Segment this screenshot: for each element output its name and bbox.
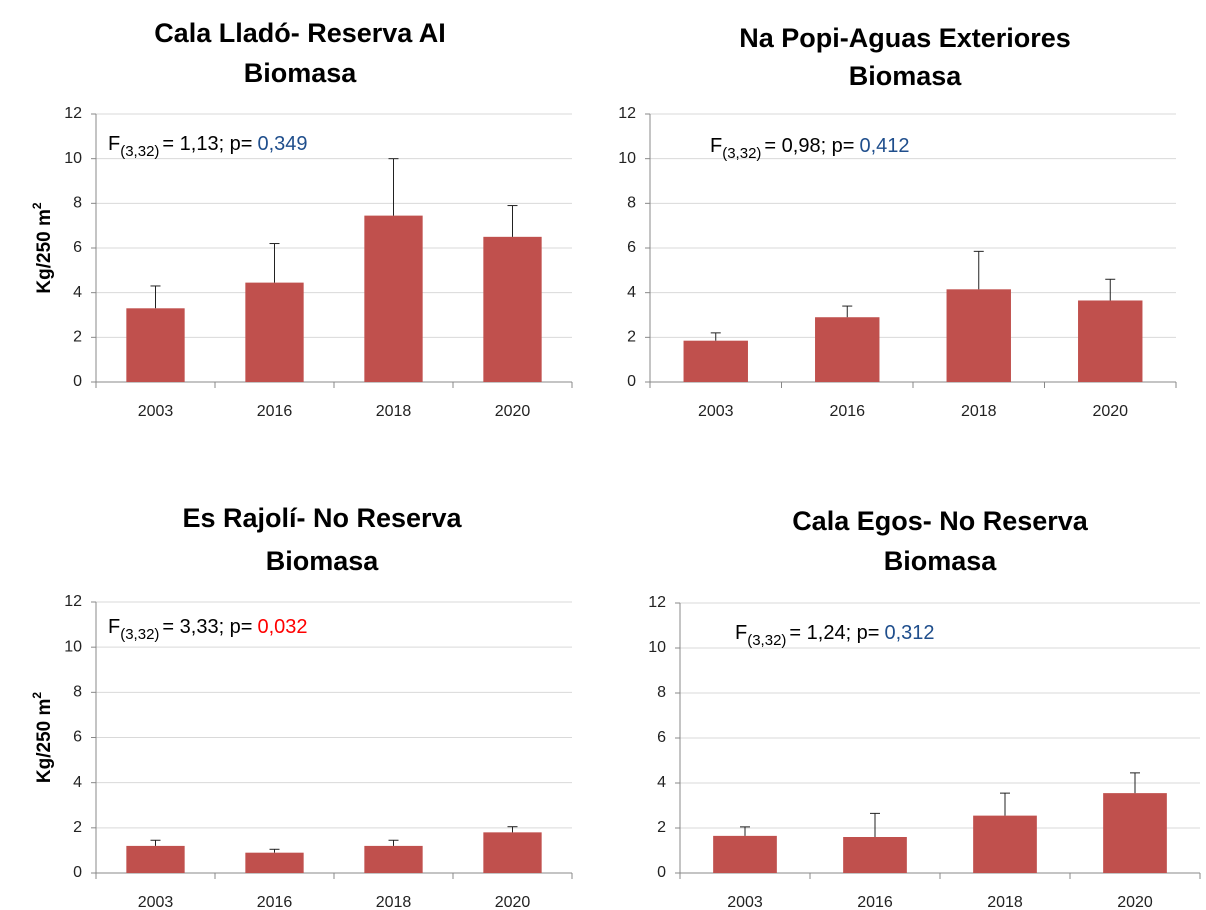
annotation-text: = 3,33; p= [162,616,252,638]
annotation-p: 0,032 [257,616,307,638]
annotation-p: 0,349 [257,133,307,155]
y-tick-label: 12 [648,594,666,611]
chart-title: Na Popi-Aguas Exteriores [739,23,1071,53]
annotation-df: (3,32) [747,632,786,649]
y-tick-label: 2 [73,329,82,346]
y-axis-label-text: Kg/250 m [34,209,55,293]
bar [245,282,304,382]
y-tick-label: 8 [73,195,82,212]
y-tick-label: 4 [657,774,666,791]
bar [1078,300,1143,382]
annotation-p: 0,312 [884,622,934,644]
bar [946,289,1011,382]
x-tick-label: 2016 [829,403,865,420]
y-tick-label: 2 [627,329,636,346]
bar [126,308,185,382]
y-tick-label: 0 [73,864,82,881]
y-axis-label: Kg/250 m2 [30,202,55,293]
y-tick-label: 10 [64,150,82,167]
bar [713,835,777,873]
y-tick-label: 8 [73,684,82,701]
y-tick-label: 4 [73,774,82,791]
y-tick-label: 6 [73,729,82,746]
y-tick-label: 6 [657,729,666,746]
y-tick-label: 6 [627,239,636,256]
y-tick-label: 2 [73,819,82,836]
annotation: F(3,32) = 1,13; p= 0,349 [108,133,308,160]
y-tick-label: 12 [64,105,82,122]
annotation-df: (3,32) [120,143,159,160]
annotation-p: 0,412 [859,135,909,157]
annotation-text: = 1,24; p= [789,622,879,644]
y-tick-label: 10 [64,638,82,655]
bar [364,845,423,873]
x-tick-label: 2016 [257,403,293,420]
y-tick-label: 2 [657,819,666,836]
annotation: F(3,32) = 0,98; p= 0,412 [710,135,910,162]
annotation-stat: F [710,135,722,157]
annotation-df: (3,32) [120,626,159,643]
chart-panel: Na Popi-Aguas Exteriores Biomasa 0 2 4 6 8 10 12… [618,23,1177,420]
bar [126,845,185,873]
chart-title: Cala Egos- No Reserva [792,506,1089,536]
x-tick-label: 2020 [495,403,531,420]
y-tick-label: 0 [627,373,636,390]
chart-subtitle: Biomasa [244,58,358,88]
y-tick-label: 10 [618,150,636,167]
annotation-stat: F [108,616,120,638]
annotation: F(3,32) = 1,24; p= 0,312 [735,622,935,649]
bar [973,815,1037,873]
bar [245,852,304,873]
x-tick-label: 2018 [376,403,412,420]
y-tick-label: 8 [627,195,636,212]
x-tick-label: 2003 [727,894,763,910]
y-axis-label-sup: 2 [30,692,44,699]
x-tick-label: 2016 [257,894,293,910]
x-tick-label: 2020 [495,894,531,910]
y-axis-label: Kg/250 m2 [30,692,55,783]
bar [483,832,542,873]
bar [815,317,880,382]
x-tick-label: 2018 [376,894,412,910]
y-axis-label-text: Kg/250 m [34,699,55,783]
y-tick-label: 10 [648,639,666,656]
bar [683,340,748,382]
x-tick-label: 2020 [1092,403,1128,420]
x-tick-label: 2003 [138,403,174,420]
x-tick-label: 2018 [961,403,997,420]
y-tick-label: 0 [73,373,82,390]
y-tick-label: 0 [657,864,666,881]
x-tick-label: 2003 [698,403,734,420]
y-tick-label: 12 [64,593,82,610]
chart-subtitle: Biomasa [266,546,380,576]
y-tick-label: 12 [618,105,636,122]
y-axis-label-sup: 2 [30,202,44,209]
y-tick-label: 4 [627,284,636,301]
y-tick-label: 6 [73,239,82,256]
annotation-stat: F [108,133,120,155]
x-tick-label: 2016 [857,894,893,910]
annotation-text: = 0,98; p= [764,135,854,157]
bar [364,215,423,382]
annotation-stat: F [735,622,747,644]
annotation: F(3,32) = 3,33; p= 0,032 [108,616,308,643]
chart-panel: Cala Egos- No Reserva Biomasa 0 2 4 6 8 10 12 200… [648,506,1201,910]
chart-title: Es Rajolí- No Reserva [182,503,462,533]
annotation-text: = 1,13; p= [162,133,252,155]
y-tick-label: 4 [73,284,82,301]
annotation-df: (3,32) [722,145,761,162]
bar [1103,793,1167,873]
x-tick-label: 2003 [138,894,174,910]
bar [843,837,907,873]
x-tick-label: 2020 [1117,894,1153,910]
chart-subtitle: Biomasa [849,61,963,91]
y-tick-label: 8 [657,684,666,701]
x-tick-label: 2018 [987,894,1023,910]
bar [483,236,542,382]
chart-subtitle: Biomasa [884,546,998,576]
chart-title: Cala Lladó- Reserva AI [154,18,446,48]
